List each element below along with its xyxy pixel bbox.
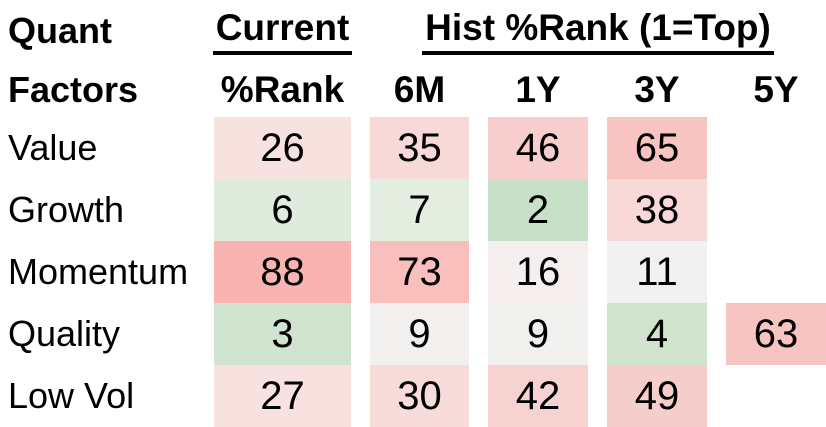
- heatmap-cell-quality-1y: 9: [488, 303, 588, 365]
- heatmap-cell-momentum-1y: 16: [488, 241, 588, 303]
- column-header-percent-rank: %Rank: [220, 68, 345, 110]
- row-label-momentum: Momentum: [8, 251, 189, 292]
- heatmap-cell-value-3y: 65: [607, 117, 707, 179]
- column-header-5y: 5Y: [753, 68, 799, 110]
- heatmap-cell-lowvol-3y: 49: [607, 365, 707, 427]
- heatmap-cell-momentum-3y: 11: [607, 241, 707, 303]
- heatmap-cell-quality-3y: 4: [607, 303, 707, 365]
- heatmap-cell-value-1y: 46: [488, 117, 588, 179]
- row-label-value: Value: [8, 127, 98, 168]
- current-group-header: Current: [212, 0, 353, 62]
- hist-group-header: Hist %Rank (1=Top): [370, 0, 826, 62]
- heatmap-cell-lowvol-1y: 42: [488, 365, 588, 427]
- heatmap-cell-value-percentrank: 26: [214, 117, 351, 179]
- table-title-line1: Quant: [8, 10, 112, 51]
- column-header-3y: 3Y: [634, 68, 680, 110]
- heatmap-cell-quality-5y: 63: [726, 303, 826, 365]
- heatmap-cell-momentum-6m: 73: [370, 241, 469, 303]
- row-label-growth: Growth: [8, 189, 125, 230]
- column-header-1y: 1Y: [515, 68, 561, 110]
- heatmap-cell-momentum-percentrank: 88: [214, 241, 351, 303]
- column-header-6m: 6M: [393, 68, 446, 110]
- heatmap-cell-growth-3y: 38: [607, 179, 707, 241]
- table-title-line2: Factors: [8, 68, 139, 110]
- row-label-low-vol: Low Vol: [8, 375, 135, 416]
- row-label-quality: Quality: [8, 313, 121, 354]
- heatmap-cell-growth-1y: 2: [488, 179, 588, 241]
- heatmap-cell-value-6m: 35: [370, 117, 469, 179]
- heatmap-cell-growth-6m: 7: [370, 179, 469, 241]
- heatmap-cell-lowvol-6m: 30: [370, 365, 469, 427]
- heatmap-cell-lowvol-percentrank: 27: [214, 365, 351, 427]
- hist-group-header-label: Hist %Rank (1=Top): [422, 7, 774, 55]
- heatmap-cell-growth-percentrank: 6: [214, 179, 351, 241]
- current-group-header-label: Current: [212, 7, 353, 55]
- heatmap-cell-quality-percentrank: 3: [214, 303, 351, 365]
- heatmap-cell-quality-6m: 9: [370, 303, 469, 365]
